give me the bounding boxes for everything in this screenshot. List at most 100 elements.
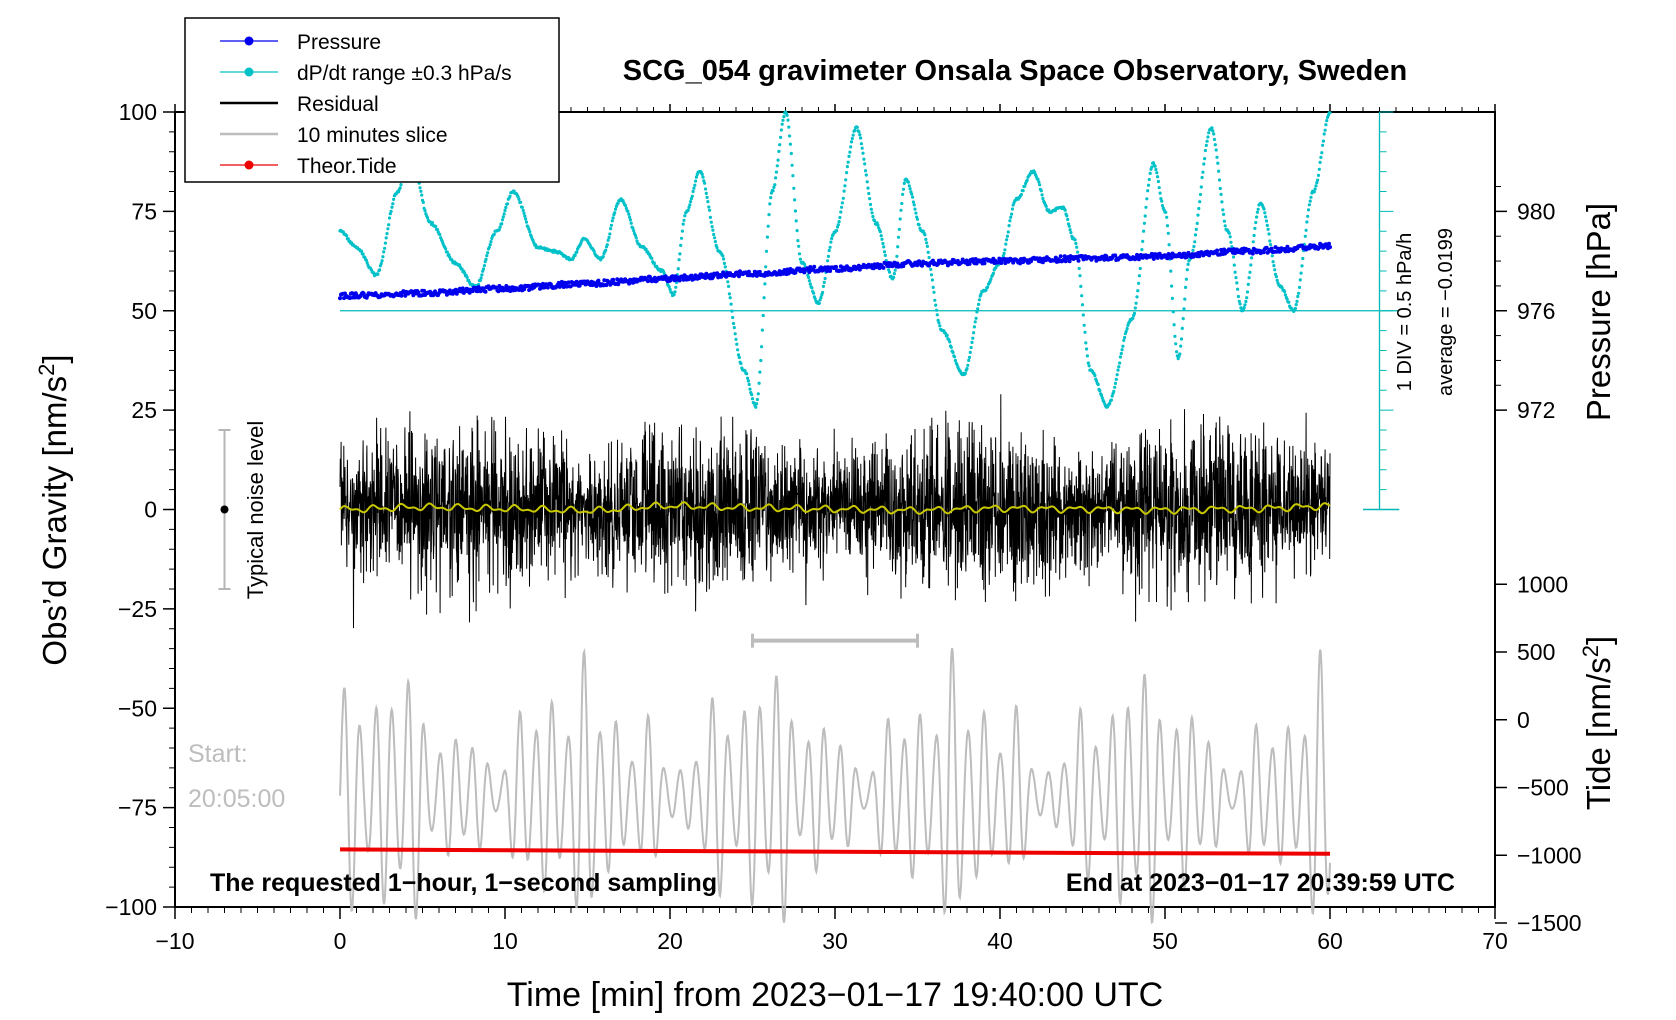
dpdt-point: [1321, 143, 1325, 147]
dpdt-point: [838, 215, 842, 220]
dpdt-point: [391, 202, 395, 206]
dpdt-point: [1086, 361, 1090, 365]
legend-swatch-marker: [244, 67, 254, 77]
pressure-point: [974, 261, 979, 266]
dpdt-point: [1113, 385, 1117, 389]
dpdt-point: [1211, 129, 1215, 133]
dpdt-point: [633, 233, 638, 237]
dpdt-point: [385, 232, 389, 236]
y-axis-label: Obs’d Gravity [nm/s2]: [34, 354, 74, 665]
pressure-point: [681, 277, 686, 282]
dpdt-point: [730, 309, 734, 313]
pressure-point: [757, 269, 762, 274]
dpdt-point: [1099, 393, 1104, 397]
dpdt-point: [1120, 348, 1124, 352]
pressure-point: [1264, 245, 1269, 250]
dpdt-point: [519, 200, 523, 204]
pressure-point: [1273, 245, 1278, 250]
dpdt-point: [1297, 291, 1301, 295]
dpdt-point: [1200, 175, 1204, 180]
dpdt-point: [817, 301, 821, 305]
dpdt-point: [703, 181, 707, 185]
dpdt-point: [1151, 161, 1155, 165]
dpdt-point: [1256, 207, 1260, 211]
dpdt-point: [1138, 266, 1142, 271]
dpdt-point: [1170, 296, 1174, 300]
dpdt-point: [1125, 327, 1129, 331]
dpdt-point: [668, 287, 672, 291]
dpdt-point: [781, 118, 785, 122]
dpdt-point: [1170, 284, 1174, 288]
dpdt-point: [611, 216, 615, 220]
pressure-point: [677, 278, 682, 283]
dpdt-point: [793, 198, 797, 202]
dpdt-point: [1296, 294, 1300, 299]
dpdt-point: [711, 228, 715, 232]
dpdt-point: [1196, 213, 1200, 217]
dpdt-point: [1003, 248, 1007, 252]
dpdt-point: [1160, 199, 1164, 203]
dpdt-point: [788, 142, 793, 146]
y-tick-label: 25: [131, 397, 157, 423]
dpdt-point: [1202, 162, 1206, 166]
dpdt-point: [1319, 155, 1323, 159]
tide-axis-label-sup: 2: [1578, 645, 1603, 657]
dpdt-point: [969, 345, 973, 350]
dpdt-point: [1019, 193, 1024, 197]
dpdt-point: [764, 265, 768, 269]
dpdt-point: [378, 268, 382, 272]
dpdt-point: [1237, 299, 1241, 303]
pressure-point: [604, 283, 609, 288]
dpdt-point: [970, 340, 974, 344]
dpdt-point: [766, 224, 770, 228]
dpdt-point: [1255, 210, 1259, 214]
dpdt-point: [1285, 297, 1289, 301]
dpdt-point: [864, 173, 868, 177]
dpdt-point: [965, 367, 969, 371]
x-tick-label: 10: [492, 928, 518, 954]
dpdt-point: [1004, 242, 1008, 246]
legend: Pressure dP/dt range ±0.3 hPa/s Residual 10…: [184, 17, 560, 183]
dpdt-point: [1137, 281, 1141, 285]
dpdt-point: [346, 237, 350, 241]
dpdt-point: [1248, 270, 1252, 274]
dpdt-point: [700, 172, 704, 176]
dpdt-point: [1214, 148, 1218, 152]
pressure-point: [545, 285, 550, 290]
pressure-point: [834, 264, 838, 269]
dpdt-point: [1266, 227, 1270, 231]
dpdt-point: [1155, 171, 1159, 175]
dpdt-point: [1250, 256, 1254, 260]
dpdt-point: [893, 268, 897, 272]
dpdt-point: [736, 353, 741, 357]
dpdt-point: [1136, 289, 1140, 293]
dpdt-point: [723, 265, 727, 269]
pressure-point: [411, 293, 416, 298]
dpdt-point: [797, 252, 802, 256]
dpdt-point: [898, 217, 902, 221]
pressure-point: [1058, 254, 1063, 259]
dpdt-point: [634, 236, 638, 240]
dpdt-point: [1316, 178, 1320, 182]
dpdt-point: [807, 279, 812, 283]
dpdt-point: [782, 115, 786, 119]
dpdt-point: [631, 226, 635, 230]
tide-tick-label: −1000: [1517, 842, 1582, 868]
pressure-point: [737, 274, 741, 279]
dpdt-point: [1121, 344, 1125, 348]
pressure-point: [361, 291, 366, 296]
dpdt-point: [702, 179, 706, 183]
dpdt-point: [807, 275, 811, 279]
dpdt-point: [794, 219, 798, 223]
dpdt-point: [760, 328, 765, 332]
dpdt-point: [877, 226, 881, 230]
dpdt-point: [605, 243, 609, 247]
dpdt-point: [709, 220, 713, 224]
dpdt-point: [1172, 323, 1176, 327]
dpdt-point: [644, 247, 648, 251]
dpdt-point: [850, 136, 854, 141]
dpdt-point: [826, 254, 831, 258]
dpdt-point: [387, 216, 392, 220]
dpdt-point: [1201, 170, 1205, 174]
dpdt-point: [855, 125, 859, 129]
